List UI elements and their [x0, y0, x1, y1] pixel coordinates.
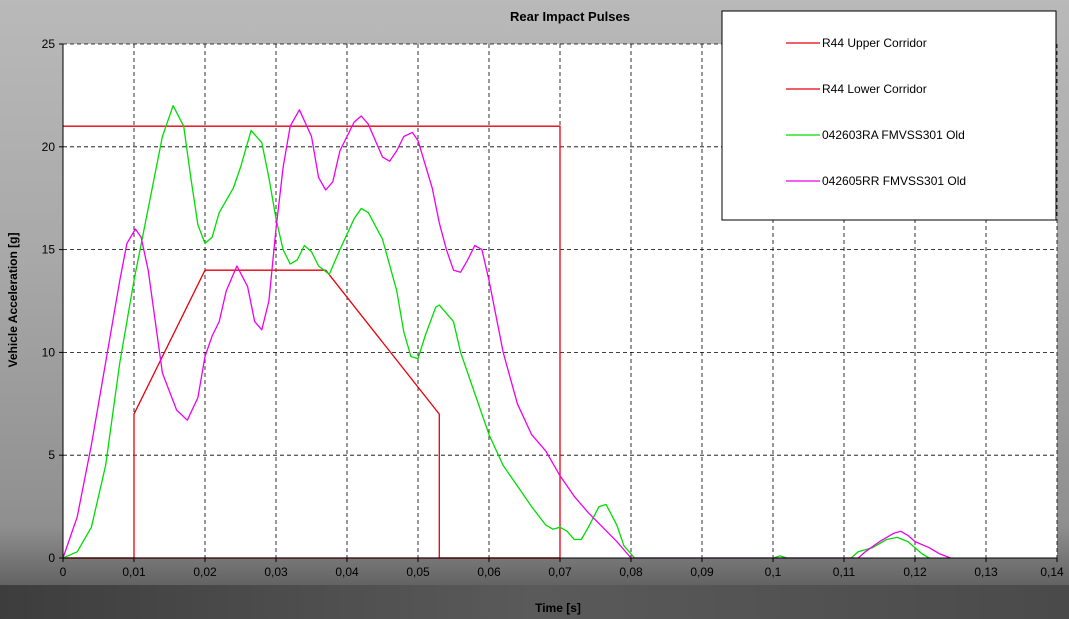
chart-title: Rear Impact Pulses — [510, 9, 630, 24]
axes — [59, 43, 1058, 562]
series-line-2 — [63, 269, 560, 559]
y-tick-label: 5 — [48, 448, 55, 462]
x-tick-label: 0,08 — [619, 565, 643, 579]
x-tick-label: 0,13 — [974, 565, 998, 579]
series-line-4 — [62, 109, 951, 559]
y-tick-label: 10 — [42, 345, 56, 359]
y-tick-label: 15 — [42, 243, 56, 257]
y-tick-labels: 0 5 10 15 20 25 — [42, 37, 56, 565]
legend-label: R44 Lower Corridor — [822, 82, 927, 96]
x-tick-label: 0,12 — [903, 565, 927, 579]
x-tick-label: 0,01 — [122, 565, 146, 579]
x-tick-label: 0,06 — [477, 565, 501, 579]
x-tick-labels: 0 0,01 0,02 0,03 0,04 0,05 0,06 0,07 0,08 0,09 0,1… — [60, 565, 1064, 579]
y-axis-label: Vehicle Acceleration [g] — [6, 233, 20, 368]
x-tick-label: 0,05 — [406, 565, 430, 579]
legend-label: 042605RR FMVSS301 Old — [822, 174, 966, 188]
x-tick-label: 0,03 — [264, 565, 288, 579]
x-tick-label: 0,04 — [335, 565, 359, 579]
legend-label: 042603RA FMVSS301 Old — [822, 128, 965, 142]
x-tick-label: 0,02 — [193, 565, 217, 579]
legend-label: R44 Upper Corridor — [822, 36, 927, 50]
y-tick-label: 20 — [42, 140, 56, 154]
legend: R44 Upper Corridor R44 Lower Corridor 0426… — [721, 10, 1057, 221]
x-axis-label: Time [s] — [535, 601, 581, 615]
bottom-decorative-band — [0, 585, 1069, 619]
x-tick-label: 0,14 — [1040, 565, 1064, 579]
x-tick-label: 0,11 — [833, 565, 856, 579]
x-tick-label: 0 — [60, 565, 67, 579]
x-tick-label: 0,07 — [548, 565, 572, 579]
y-tick-label: 25 — [42, 37, 56, 51]
x-tick-label: 0,1 — [765, 565, 782, 579]
legend-box — [721, 10, 1057, 221]
y-tick-label: 0 — [48, 551, 55, 565]
x-tick-label: 0,09 — [690, 565, 714, 579]
